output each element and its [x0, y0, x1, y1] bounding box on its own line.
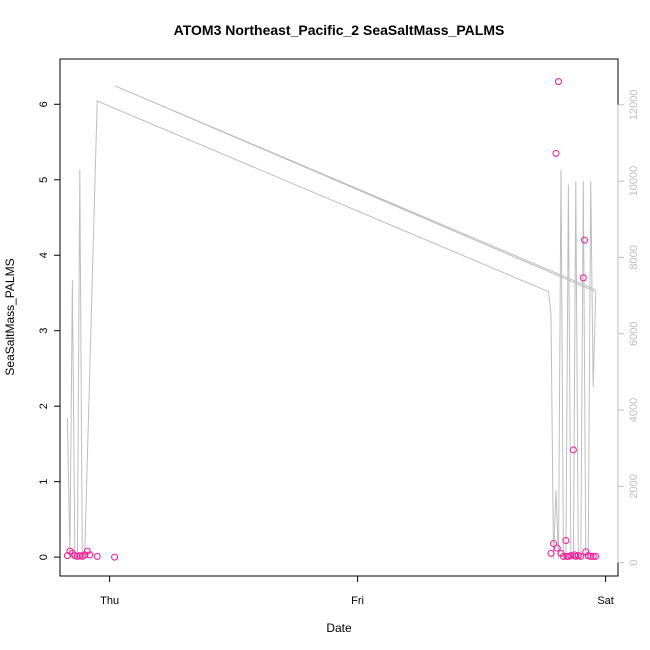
x-axis-label: Date [326, 621, 352, 635]
x-tick-label: Fri [351, 595, 364, 607]
data-point [567, 552, 575, 560]
line-series-path [66, 85, 597, 561]
chart-title: ATOM3 Northeast_Pacific_2 SeaSaltMass_PA… [174, 22, 505, 38]
data-point [547, 549, 555, 557]
y2-axis: 0 2000 4000 6000 8000 10000 12000 [617, 89, 640, 566]
data-point [569, 446, 577, 454]
y2-tick-label: 6000 [628, 321, 640, 345]
x-tick-label: Thu [100, 595, 119, 607]
data-point [579, 274, 587, 282]
y-axis: 0 1 2 3 4 5 6 [38, 101, 61, 560]
y-tick-label: 5 [38, 177, 50, 183]
data-point [552, 149, 560, 157]
y2-tick-label: 4000 [628, 398, 640, 422]
y-tick-label: 6 [38, 101, 50, 107]
data-point [571, 551, 579, 559]
series-line [66, 85, 597, 561]
data-point [559, 552, 567, 560]
data-point [587, 552, 595, 560]
y-tick-label: 4 [38, 252, 50, 258]
x-tick-label: Sat [597, 595, 614, 607]
data-point [554, 78, 562, 86]
y-tick-label: 2 [38, 403, 50, 409]
y2-tick-label: 0 [628, 560, 640, 566]
x-axis: Thu Fri Sat [100, 575, 614, 607]
data-point [581, 236, 589, 244]
plot-frame [59, 58, 619, 577]
data-point [550, 540, 558, 548]
data-point [553, 544, 561, 552]
data-point [589, 552, 597, 560]
data-point [93, 552, 101, 560]
series-points [63, 78, 600, 561]
data-point [592, 552, 600, 560]
data-point [111, 553, 119, 561]
y2-tick-label: 8000 [628, 245, 640, 269]
data-point [562, 537, 570, 545]
y2-tick-label: 2000 [628, 474, 640, 498]
y2-tick-label: 10000 [628, 166, 640, 197]
y2-tick-label: 12000 [628, 89, 640, 120]
y-tick-label: 1 [38, 479, 50, 485]
y-axis-label: SeaSaltMass_PALMS [3, 258, 17, 375]
data-point [577, 552, 585, 560]
data-point [86, 551, 94, 559]
y-tick-label: 0 [38, 554, 50, 560]
y-tick-label: 3 [38, 328, 50, 334]
